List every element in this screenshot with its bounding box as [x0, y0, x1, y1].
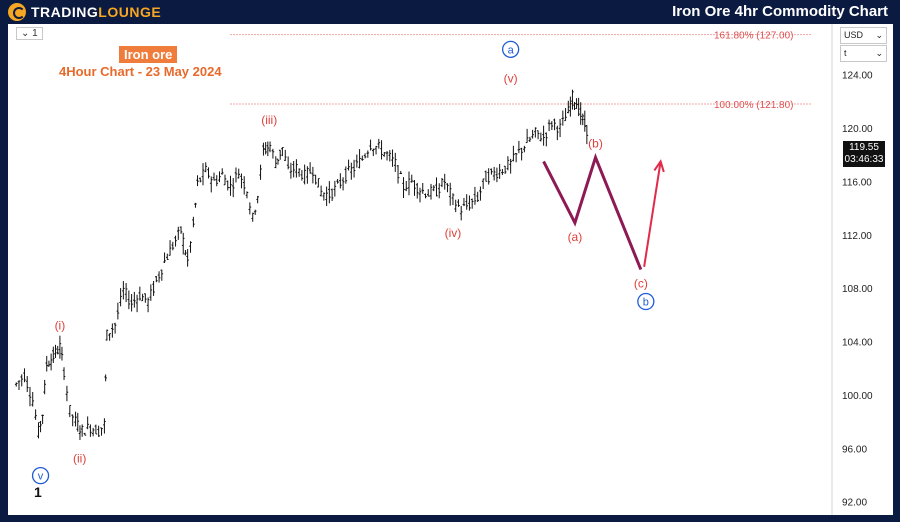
y-tick-label: 92.00 [842, 498, 867, 509]
currency-selector[interactable]: USD ⌄ [840, 27, 887, 44]
wave-label: (ii) [73, 451, 86, 465]
interval-selector[interactable]: ⌄ 1 [16, 27, 43, 40]
projection-path [542, 152, 643, 271]
logo-main-text: TRADING [31, 4, 99, 20]
wave-label: (i) [55, 319, 66, 333]
chevron-down-icon: ⌄ [21, 28, 30, 39]
last-price-value: 119.55 [849, 142, 879, 153]
chevron-down-icon: ⌄ [875, 48, 883, 58]
price-chart[interactable]: 124.00 120.00 116.00 112.00 108.00 104.00 100.… [8, 24, 893, 515]
wave-degree-label: 1 [34, 484, 42, 500]
candle-countdown: 03:46:33 [844, 154, 884, 165]
interval-value: 1 [32, 28, 38, 39]
y-tick-label: 120.00 [842, 124, 873, 135]
wave-label-circle [637, 292, 655, 311]
chevron-down-icon: ⌄ [875, 30, 883, 40]
last-price-tag: 119.55 03:46:33 [843, 141, 885, 167]
fib-level-label: 100.00% (121.80) [714, 100, 794, 111]
subject-badge: Iron ore [119, 46, 178, 63]
y-tick-label: 100.00 [842, 391, 873, 402]
chart-area[interactable]: 124.00 120.00 116.00 112.00 108.00 104.00 100.… [8, 24, 893, 515]
y-tick-label: 108.00 [842, 284, 873, 295]
projection-label: (b) [588, 136, 603, 150]
wave-label: (iii) [261, 113, 277, 127]
currency-value: USD [844, 30, 864, 40]
wave-label: (iv) [445, 226, 462, 240]
y-tick-label: 112.00 [842, 231, 872, 242]
wave-label: b [643, 297, 649, 309]
projection-label: (a) [568, 230, 583, 244]
projection-final-leg [643, 161, 662, 267]
y-tick-label: 116.00 [842, 177, 872, 188]
logo-accent-text: LOUNGE [98, 4, 162, 20]
timezone-selector[interactable]: t ⌄ [840, 45, 887, 62]
y-tick-label: 96.00 [842, 444, 867, 455]
fib-level-label: 161.80% (127.00) [714, 31, 794, 42]
logo-text: TRADINGLOUNGE [31, 4, 161, 20]
wave-label: a [508, 44, 515, 56]
wave-label-circle [31, 466, 50, 485]
timezone-value: t [844, 48, 847, 58]
chart-title: Iron Ore 4hr Commodity Chart [672, 3, 888, 20]
header-bar: TRADINGLOUNGE Iron Ore 4hr Commodity Cha… [0, 0, 900, 24]
wave-label: (v) [504, 72, 518, 86]
logo-icon [8, 3, 26, 21]
wave-label-circle [501, 40, 520, 59]
y-tick-label: 124.00 [842, 71, 873, 82]
wave-label: v [38, 471, 44, 483]
projection-arrowhead [653, 159, 665, 173]
projection-label: (c) [634, 277, 648, 291]
tradinglounge-logo: TRADINGLOUNGE [8, 3, 161, 21]
y-tick-label: 104.00 [842, 338, 873, 349]
chart-subtitle: 4Hour Chart - 23 May 2024 [59, 64, 222, 79]
